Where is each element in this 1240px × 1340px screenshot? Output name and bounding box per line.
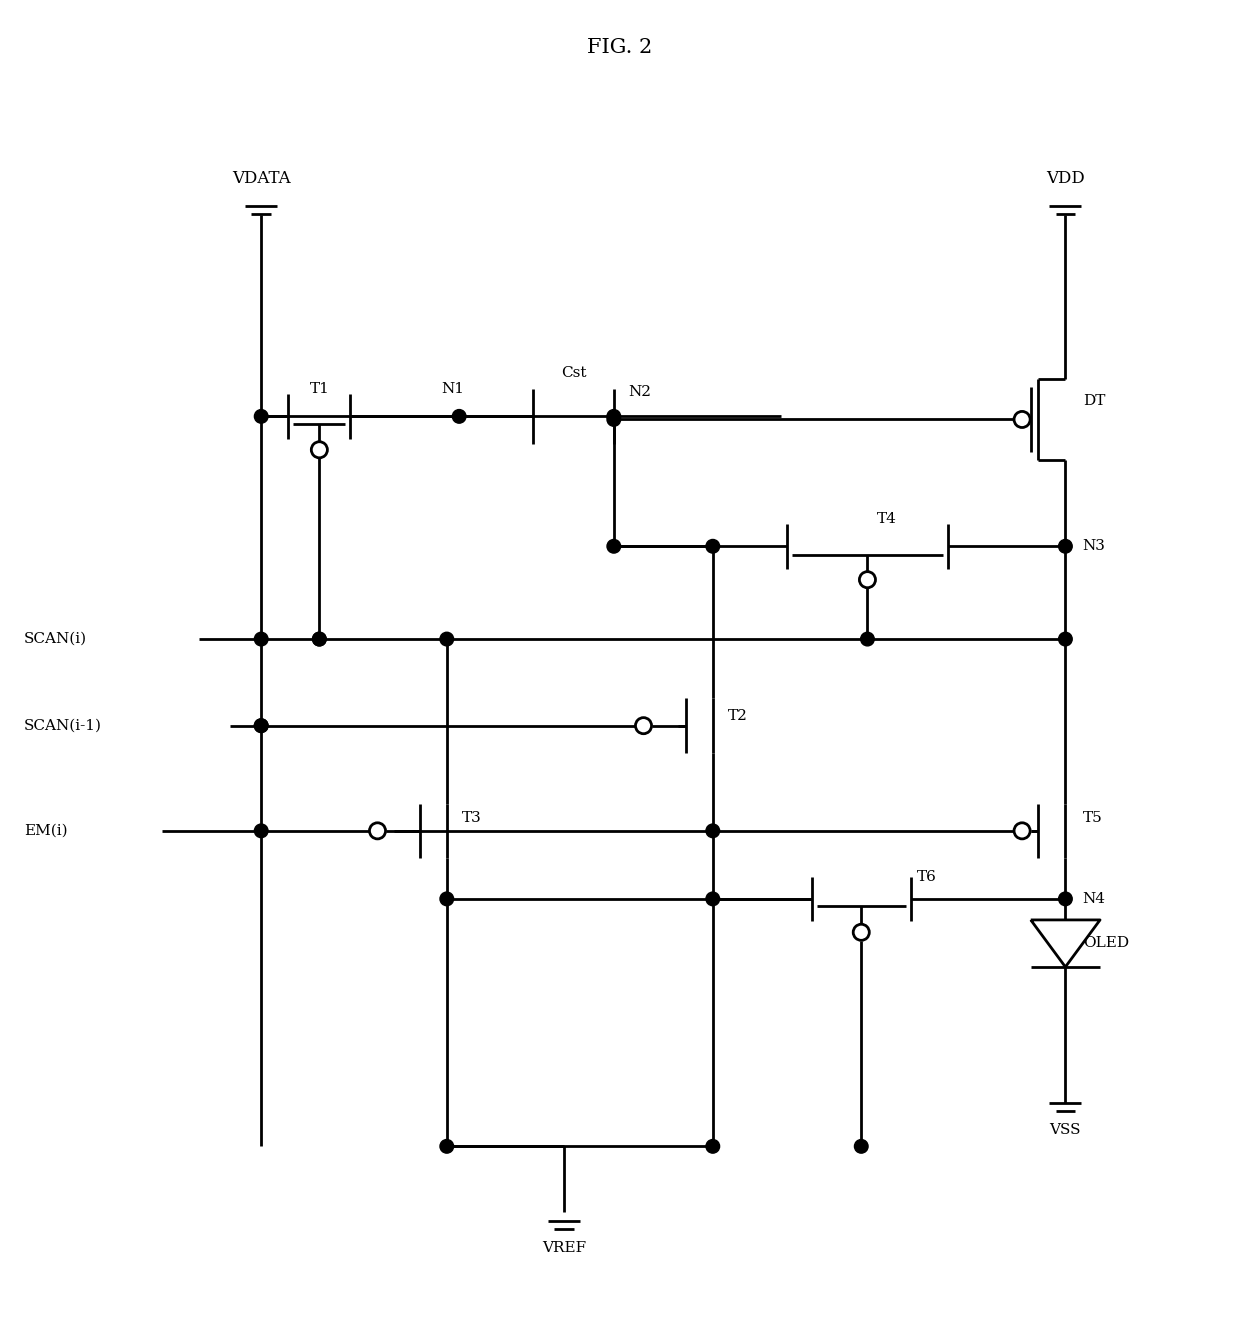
Text: T2: T2 xyxy=(728,709,748,722)
Circle shape xyxy=(1059,540,1073,553)
Circle shape xyxy=(254,824,268,838)
Text: OLED: OLED xyxy=(1083,937,1128,950)
Text: N1: N1 xyxy=(441,382,465,397)
Text: T3: T3 xyxy=(461,812,481,825)
Text: T5: T5 xyxy=(1083,812,1102,825)
Circle shape xyxy=(1014,823,1030,839)
Text: Cst: Cst xyxy=(560,366,587,381)
Circle shape xyxy=(706,824,719,838)
Circle shape xyxy=(440,892,454,906)
Circle shape xyxy=(706,892,719,906)
Text: SCAN(i): SCAN(i) xyxy=(24,632,87,646)
Circle shape xyxy=(1014,411,1030,427)
Text: T4: T4 xyxy=(878,512,898,527)
Circle shape xyxy=(440,1139,454,1154)
Circle shape xyxy=(440,632,454,646)
Text: N2: N2 xyxy=(629,385,652,398)
Text: VSS: VSS xyxy=(1049,1123,1081,1138)
Circle shape xyxy=(254,410,268,423)
Circle shape xyxy=(312,632,326,646)
Text: SCAN(i-1): SCAN(i-1) xyxy=(24,718,102,733)
Circle shape xyxy=(370,823,386,839)
Circle shape xyxy=(453,410,466,423)
Circle shape xyxy=(859,572,875,588)
Circle shape xyxy=(254,718,268,733)
Circle shape xyxy=(254,632,268,646)
Text: DT: DT xyxy=(1083,394,1105,407)
Circle shape xyxy=(312,632,326,646)
Circle shape xyxy=(853,925,869,941)
Text: N3: N3 xyxy=(1083,539,1106,553)
Text: VDATA: VDATA xyxy=(232,170,290,188)
Text: VREF: VREF xyxy=(542,1241,587,1254)
Text: N4: N4 xyxy=(1083,892,1106,906)
Circle shape xyxy=(608,413,620,426)
Text: FIG. 2: FIG. 2 xyxy=(588,38,652,58)
Circle shape xyxy=(706,540,719,553)
Text: EM(i): EM(i) xyxy=(24,824,67,838)
Circle shape xyxy=(1059,892,1073,906)
Circle shape xyxy=(608,540,620,553)
Circle shape xyxy=(854,1139,868,1154)
Circle shape xyxy=(635,718,651,734)
Circle shape xyxy=(254,718,268,733)
Circle shape xyxy=(861,632,874,646)
Circle shape xyxy=(1059,632,1073,646)
Text: VDD: VDD xyxy=(1047,170,1085,188)
Circle shape xyxy=(311,442,327,458)
Text: T6: T6 xyxy=(916,870,936,883)
Circle shape xyxy=(706,1139,719,1154)
Text: T1: T1 xyxy=(310,382,330,397)
Circle shape xyxy=(608,410,620,423)
